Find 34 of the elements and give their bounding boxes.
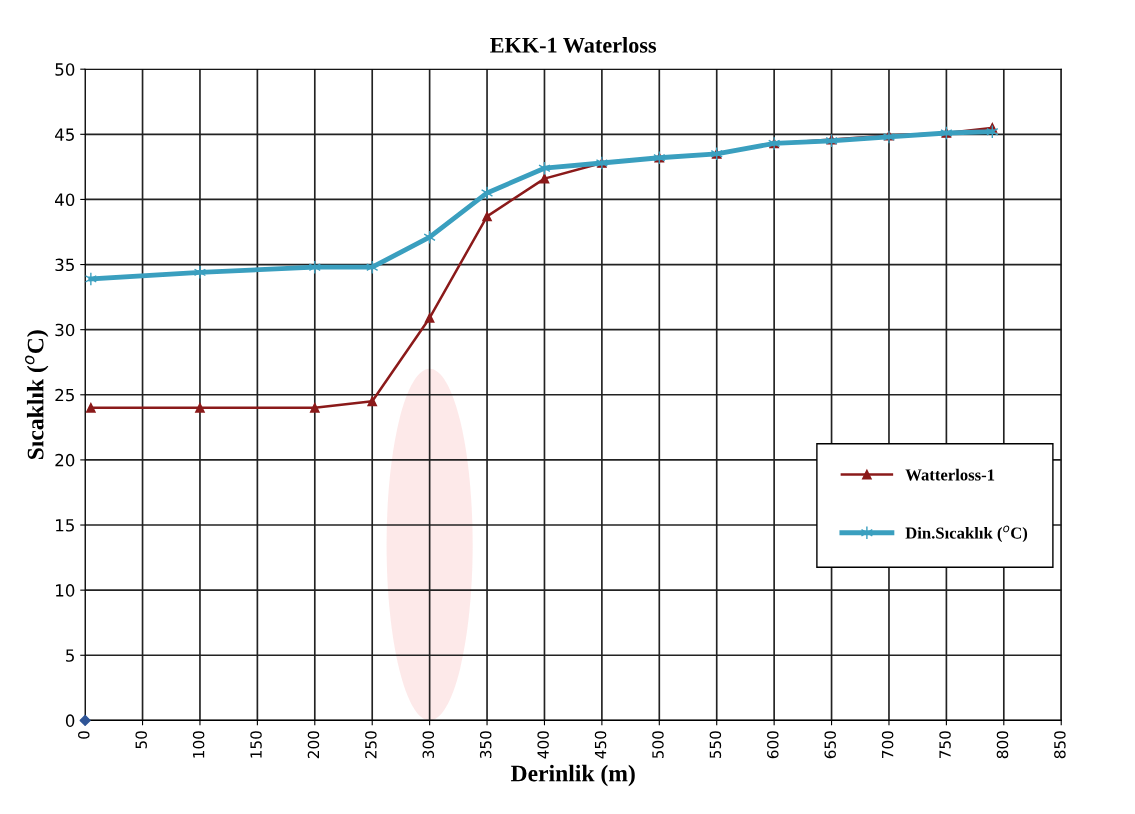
legend-label: Watterloss-1 [905,468,995,481]
x-tick-label: 600 [767,731,779,759]
y-tick-label: 30 [55,323,75,337]
x-tick-label: 50 [135,731,147,749]
y-tick-label: 35 [55,258,74,272]
x-tick-label: 500 [652,731,664,759]
legend-label: Din.Sıcaklık ($^{o}$C) [905,525,1028,543]
y-tick-label: 0 [65,714,75,727]
y-tick-label: 45 [55,128,74,141]
x-tick-label: 0 [78,731,90,739]
y-tick-label: 40 [55,193,75,206]
y-tick-label: 25 [55,388,74,402]
y-axis-title: Sıcaklık ($^{o}$C) [25,330,49,460]
x-tick-label: 300 [422,731,435,759]
x-tick-label: 550 [709,731,722,759]
y-tick-label: 20 [55,453,75,467]
x-tick-label: 350 [479,731,492,759]
x-tick-label: 250 [365,731,377,759]
x-tick-label: 450 [594,731,607,759]
y-tick-label: 10 [56,584,75,597]
x-tick-label: 800 [996,731,1009,759]
x-tick-label: 400 [537,731,549,759]
x-axis-title: Derinlik (m) [510,764,635,787]
chart-title: EKK-1 Waterloss [490,37,657,53]
y-tick-label: 50 [55,63,75,76]
y-tick-label: 15 [56,519,74,532]
x-tick-label: 850 [1054,731,1066,759]
x-tick-label: 700 [881,731,894,759]
y-tick-label: 5 [66,649,74,662]
x-tick-label: 200 [307,731,320,759]
x-tick-label: 100 [192,731,205,758]
x-tick-label: 150 [250,731,262,758]
x-tick-label: 650 [824,731,836,759]
x-tick-label: 750 [939,731,951,759]
